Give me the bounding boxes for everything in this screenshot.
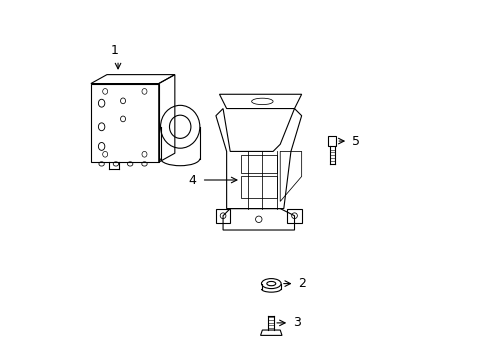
Text: 5: 5 bbox=[351, 135, 359, 148]
Text: 3: 3 bbox=[292, 316, 300, 329]
Text: 1: 1 bbox=[110, 44, 118, 57]
Text: 4: 4 bbox=[188, 174, 196, 186]
Text: 2: 2 bbox=[298, 277, 305, 290]
